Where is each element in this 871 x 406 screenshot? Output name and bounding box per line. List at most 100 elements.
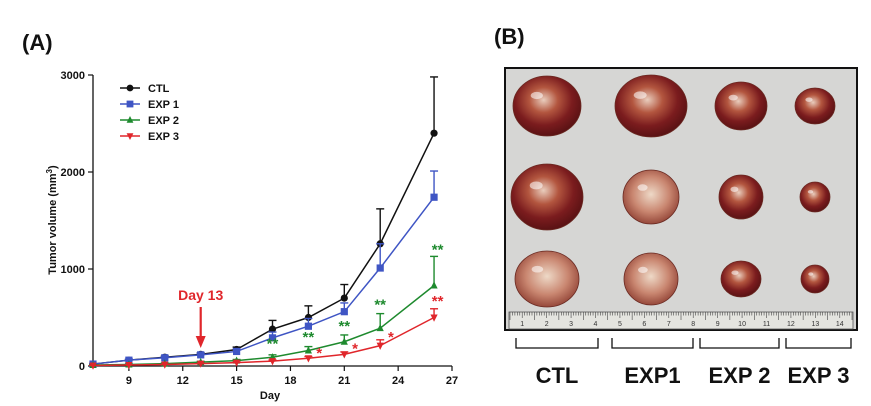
group-bracket bbox=[611, 338, 694, 349]
group-label-2: EXP1 bbox=[624, 363, 680, 388]
data-point bbox=[376, 342, 384, 350]
tumor-specimen bbox=[718, 174, 764, 220]
data-point bbox=[126, 116, 134, 123]
y-tick-label: 1000 bbox=[61, 264, 85, 276]
day13-label: Day 13 bbox=[178, 287, 223, 303]
data-point bbox=[304, 346, 312, 354]
group-labels: CTL EXP1 EXP 2 EXP 3 bbox=[536, 363, 850, 388]
data-point bbox=[430, 314, 438, 322]
ruler-number: 1 bbox=[520, 321, 524, 328]
significance-marker: * bbox=[352, 340, 358, 357]
ruler-number: 7 bbox=[667, 321, 671, 328]
ruler-number: 13 bbox=[811, 321, 819, 328]
tumor-highlight bbox=[808, 272, 814, 276]
data-point bbox=[197, 360, 205, 368]
tumor-specimen bbox=[512, 75, 582, 137]
data-point bbox=[340, 351, 348, 359]
tumor-highlight bbox=[730, 186, 739, 192]
y-axis-label: Tumor volume (mm3) bbox=[45, 165, 59, 275]
y-axis-label-sup: 3 bbox=[45, 168, 54, 173]
significance-marker: ** bbox=[303, 329, 315, 346]
group-brackets bbox=[515, 338, 852, 349]
data-point bbox=[161, 354, 169, 362]
data-point bbox=[430, 193, 438, 201]
tumor-specimen bbox=[510, 163, 584, 231]
data-point bbox=[304, 355, 312, 363]
ruler-number: 10 bbox=[738, 321, 746, 328]
tumor-specimen bbox=[514, 250, 580, 308]
ruler-number: 4 bbox=[594, 321, 598, 328]
significance-marker: * bbox=[388, 329, 394, 346]
tumor-highlight bbox=[529, 181, 543, 190]
group-label-3: EXP 2 bbox=[709, 363, 771, 388]
tumor-specimen bbox=[800, 264, 830, 294]
tumor-specimen bbox=[799, 181, 831, 213]
x-tick-label: 21 bbox=[338, 375, 350, 387]
y-ticks: 0 1000 2000 3000 bbox=[61, 70, 93, 373]
day13-annotation: Day 13 bbox=[178, 287, 223, 348]
significance-layer: ** ************* bbox=[267, 241, 444, 362]
ruler-number: 5 bbox=[618, 321, 622, 328]
tumor-specimen bbox=[623, 252, 679, 306]
legend-label: EXP 1 bbox=[148, 99, 179, 111]
data-point bbox=[233, 359, 241, 367]
tumor-specimen bbox=[714, 81, 768, 131]
significance-marker: ** bbox=[432, 293, 444, 310]
data-point bbox=[233, 347, 241, 356]
x-tick-label: 24 bbox=[392, 375, 405, 387]
y-axis-label-close: ) bbox=[47, 165, 59, 169]
legend-label: EXP 2 bbox=[148, 115, 179, 127]
data-point bbox=[340, 308, 348, 316]
legend-item: EXP 2 bbox=[120, 115, 179, 127]
series-line bbox=[92, 196, 435, 365]
tumor-specimen bbox=[622, 169, 680, 225]
tumor-highlight bbox=[728, 94, 738, 101]
data-point bbox=[161, 361, 169, 369]
x-tick-label: 9 bbox=[126, 375, 132, 387]
significance-marker: ** bbox=[432, 241, 444, 258]
data-point bbox=[125, 356, 133, 364]
series-exp-1 bbox=[89, 170, 439, 368]
x-tick-label: 12 bbox=[177, 375, 189, 387]
data-point bbox=[126, 100, 134, 108]
tumor-highlight bbox=[633, 91, 647, 99]
ruler-number: 12 bbox=[787, 321, 795, 328]
y-tick-label: 3000 bbox=[61, 70, 85, 82]
data-point bbox=[340, 337, 348, 345]
ruler-number: 8 bbox=[691, 321, 695, 328]
data-point bbox=[268, 334, 277, 342]
chart-axes bbox=[92, 75, 452, 367]
tumor-highlight bbox=[807, 189, 814, 194]
tumor-highlight bbox=[731, 270, 739, 275]
series-exp-3 bbox=[89, 308, 439, 370]
legend-item: EXP 1 bbox=[120, 99, 179, 111]
ruler-number: 3 bbox=[569, 321, 573, 328]
data-point bbox=[376, 264, 384, 272]
data-point bbox=[304, 313, 312, 322]
data-point bbox=[430, 281, 438, 289]
data-point bbox=[376, 323, 384, 332]
group-label-1: CTL bbox=[536, 363, 579, 388]
tumor-highlight bbox=[805, 97, 813, 102]
y-axis-label-main: Tumor volume (mm bbox=[47, 173, 59, 274]
tumor-specimens bbox=[510, 74, 836, 308]
group-label-4: EXP 3 bbox=[788, 363, 850, 388]
panel-a-label: (A) bbox=[22, 30, 53, 55]
ruler-number: 2 bbox=[545, 321, 549, 328]
legend-item: CTL bbox=[120, 83, 170, 95]
data-point bbox=[89, 362, 97, 370]
tumor-highlight bbox=[530, 91, 543, 100]
tumor-specimen bbox=[794, 87, 836, 125]
data-point bbox=[126, 133, 134, 140]
tumor-specimen bbox=[720, 260, 762, 298]
significance-marker: ** bbox=[338, 318, 350, 335]
x-tick-label: 18 bbox=[284, 375, 296, 387]
x-axis-label: Day bbox=[260, 390, 281, 402]
ruler-ticks: 1 2 3 4 5 6 7 8 9 10 11 12 13 14 bbox=[509, 312, 853, 328]
ruler-number: 9 bbox=[716, 321, 720, 328]
significance-marker: * bbox=[316, 345, 322, 362]
y-tick-label: 0 bbox=[79, 361, 85, 373]
tumor-photo: 1 2 3 4 5 6 7 8 9 10 11 12 13 14 CTL EXP1 EXP 2 EXP 3 bbox=[504, 67, 858, 388]
ruler-number: 14 bbox=[836, 321, 844, 328]
